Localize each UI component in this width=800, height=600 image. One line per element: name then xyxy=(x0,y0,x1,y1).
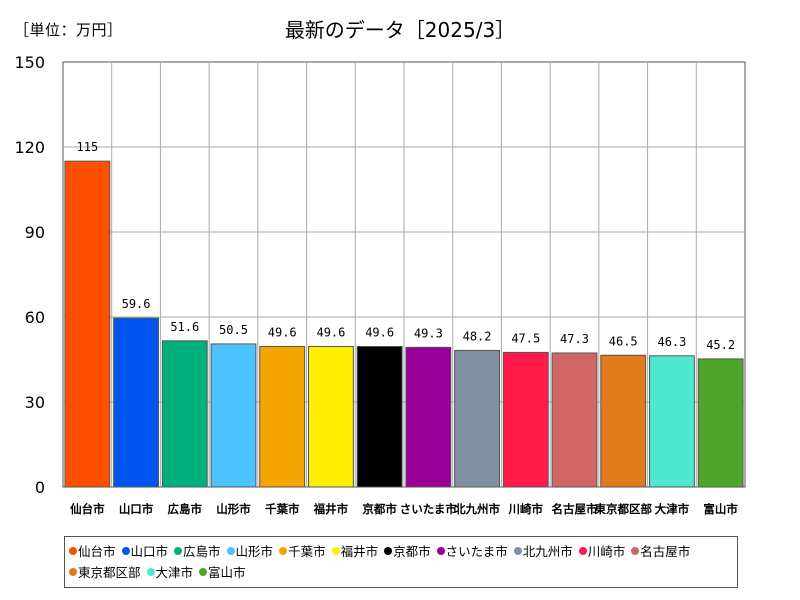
legend-label: 千葉市 xyxy=(288,544,326,559)
legend-item: 福井市 xyxy=(331,541,379,562)
legend-swatch xyxy=(578,547,587,555)
y-tick-label: 30 xyxy=(25,393,45,412)
legend-swatch xyxy=(121,547,130,555)
bar xyxy=(405,346,452,488)
x-tick-label: 北九州市 xyxy=(454,502,500,516)
y-tick-label: 120 xyxy=(14,138,45,157)
value-label: 49.6 xyxy=(316,325,345,339)
legend-swatch xyxy=(69,568,77,576)
x-tick-label: 千葉市 xyxy=(265,502,300,516)
legend-label: 川崎市 xyxy=(587,544,626,559)
legend-item: 北九州市 xyxy=(513,541,573,562)
x-tick-label: 山形市 xyxy=(216,502,251,516)
y-tick-label: 150 xyxy=(14,53,45,72)
bar xyxy=(210,343,257,488)
bar xyxy=(161,340,208,488)
legend-swatch xyxy=(331,547,340,555)
legend-swatch xyxy=(384,547,393,555)
value-label: 59.6 xyxy=(122,297,151,311)
legend-swatch xyxy=(279,547,288,555)
bar xyxy=(649,355,695,488)
x-tick-label: 広島市 xyxy=(168,502,203,516)
x-tick-label: 福井市 xyxy=(313,502,349,516)
legend-item: 京都市 xyxy=(384,541,431,562)
value-label: 46.3 xyxy=(657,335,686,349)
legend-label: 北九州市 xyxy=(522,544,573,559)
legend-item: 山形市 xyxy=(226,541,274,562)
x-tick-label: 東京都区部 xyxy=(594,502,652,516)
y-tick-label: 60 xyxy=(25,308,45,327)
value-label: 49.6 xyxy=(365,325,394,339)
legend-label: 山形市 xyxy=(235,544,274,559)
legend-label: 東京都区部 xyxy=(78,565,141,580)
y-tick-label: 90 xyxy=(25,223,45,242)
legend-item: 山口市 xyxy=(121,541,169,562)
legend-label: 福井市 xyxy=(340,544,379,559)
bar xyxy=(308,345,354,488)
legend-item: 広島市 xyxy=(174,541,221,562)
legend-item: 千葉市 xyxy=(279,541,326,562)
bar xyxy=(454,349,500,488)
legend-swatch xyxy=(513,547,522,555)
bar xyxy=(551,352,598,488)
unit-label: ［単位：万円］ xyxy=(14,21,123,39)
bar xyxy=(697,358,744,488)
x-tick-label: 仙台市 xyxy=(70,502,105,516)
bar xyxy=(113,317,159,488)
legend-swatch xyxy=(631,547,640,555)
legend-item: 富山市 xyxy=(199,562,246,583)
value-label: 46.5 xyxy=(609,334,638,348)
value-label: 49.6 xyxy=(268,325,297,339)
x-tick-label: 京都市 xyxy=(362,502,397,516)
legend-label: 富山市 xyxy=(208,565,246,580)
x-tick-label: 名古屋市 xyxy=(552,502,598,516)
bar xyxy=(64,160,111,488)
value-label: 48.2 xyxy=(463,329,492,343)
value-label: 115 xyxy=(77,140,99,154)
legend-swatch xyxy=(174,547,183,555)
legend-swatch xyxy=(436,547,445,555)
legend-item: 川崎市 xyxy=(578,541,626,562)
x-tick-label: 富山市 xyxy=(703,502,738,516)
value-label: 50.5 xyxy=(219,323,248,337)
chart-legend: 仙台市 山口市 広島市 山形市 千葉市 福井市 京都市 さいたま市 北九州市 川崎市 名古屋市東京都… xyxy=(64,536,738,588)
legend-label: 名古屋市 xyxy=(640,544,691,559)
legend-item: さいたま市 xyxy=(436,541,508,562)
legend-swatch xyxy=(146,568,155,576)
legend-label: 京都市 xyxy=(393,544,431,559)
bar xyxy=(356,345,403,488)
legend-label: 広島市 xyxy=(183,544,221,559)
legend-label: さいたま市 xyxy=(445,544,508,559)
legend-item: 仙台市 xyxy=(69,541,116,562)
legend-swatch xyxy=(199,568,208,576)
value-label: 47.3 xyxy=(560,332,589,346)
legend-swatch xyxy=(226,547,235,555)
legend-swatch xyxy=(69,547,77,555)
value-label: 47.5 xyxy=(511,331,540,345)
value-label: 49.3 xyxy=(414,326,443,340)
legend-label: 仙台市 xyxy=(78,544,116,559)
bar xyxy=(502,351,549,488)
legend-item: 名古屋市 xyxy=(631,541,690,562)
value-label: 51.6 xyxy=(170,320,199,334)
legend-item: 大津市 xyxy=(146,562,194,583)
x-tick-label: 川崎市 xyxy=(508,502,544,516)
y-tick-label: 0 xyxy=(35,478,45,497)
x-tick-label: 山口市 xyxy=(119,502,154,516)
legend-item: 東京都区部 xyxy=(69,562,141,583)
value-label: 45.2 xyxy=(706,338,735,352)
x-tick-label: 大津市 xyxy=(655,502,690,516)
bar xyxy=(259,345,306,488)
legend-label: 大津市 xyxy=(155,565,194,580)
legend-label: 山口市 xyxy=(130,544,169,559)
chart-title: 最新のデータ［2025/3］ xyxy=(284,18,516,42)
bar xyxy=(600,354,647,488)
x-tick-label: さいたま市 xyxy=(400,502,458,516)
